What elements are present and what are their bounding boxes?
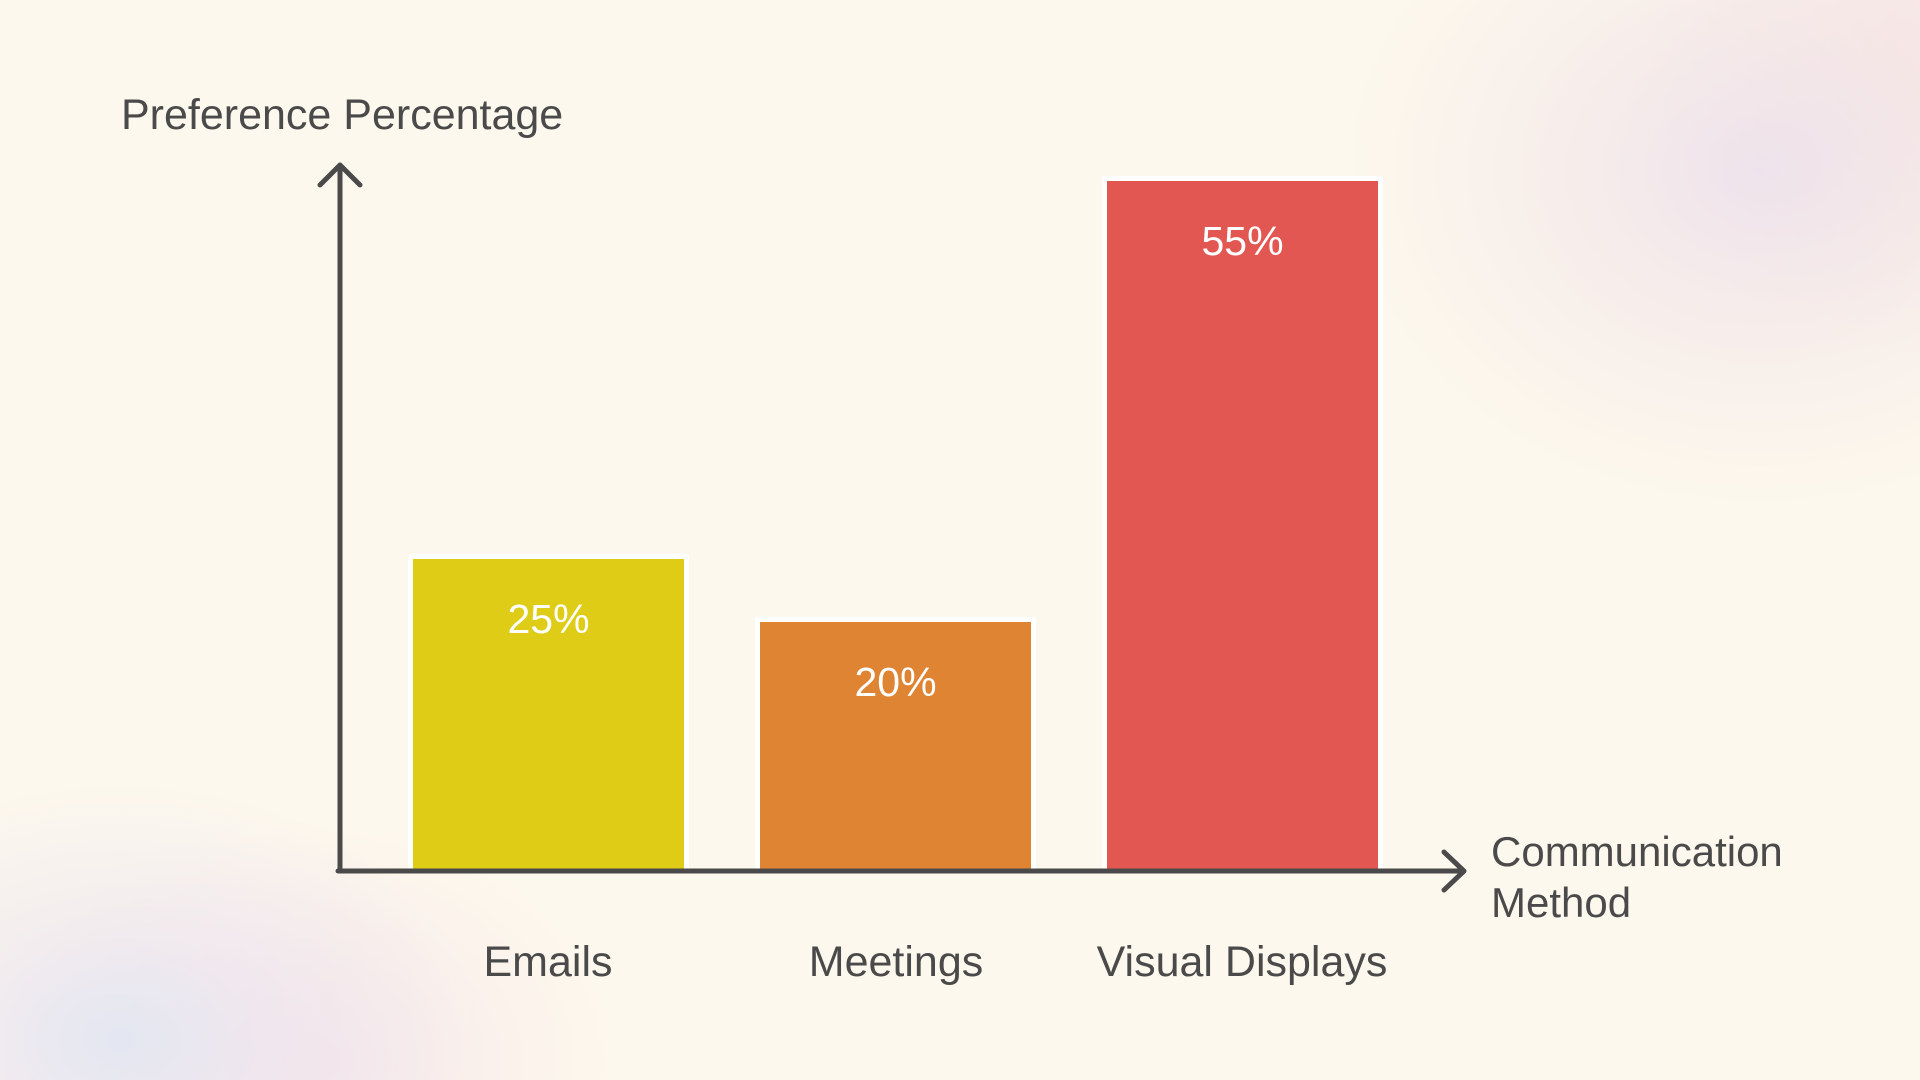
category-label-emails: Emails (483, 938, 613, 986)
category-label-visual-displays: Visual Displays (1096, 938, 1388, 986)
bar-visual-displays[interactable]: 55% (1102, 176, 1383, 869)
y-axis-title: Preference Percentage (121, 91, 564, 139)
x-axis-arrow-icon (335, 849, 1467, 893)
x-axis-title: Communication Method (1491, 826, 1783, 928)
x-axis-title-line2: Method (1491, 879, 1632, 926)
bar-value-label: 25% (507, 596, 590, 642)
bar-emails[interactable]: 25% (408, 554, 689, 869)
x-axis-title-line1: Communication (1491, 828, 1783, 875)
bar-meetings[interactable]: 20% (755, 617, 1036, 869)
bar-value-label: 20% (854, 659, 937, 705)
category-label-meetings: Meetings (808, 938, 984, 986)
bar-value-label: 55% (1201, 218, 1284, 264)
y-axis-arrow-icon (317, 162, 363, 874)
